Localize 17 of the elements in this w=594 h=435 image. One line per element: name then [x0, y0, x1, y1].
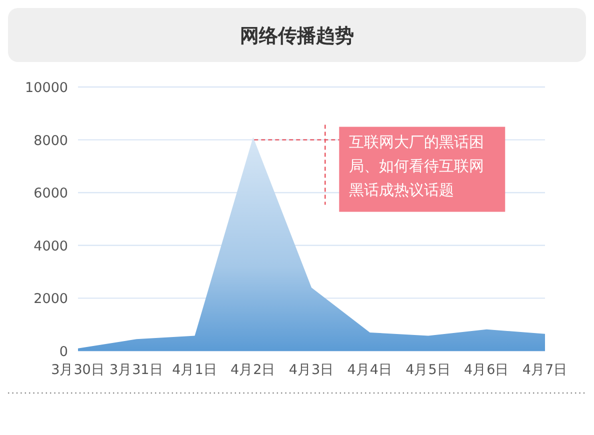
y-tick-label: 2000 — [34, 291, 68, 308]
x-tick-label: 3月30日 — [51, 362, 105, 378]
y-tick-label: 8000 — [34, 132, 68, 149]
chart-title: 网络传播趋势 — [240, 25, 354, 47]
x-tick-label: 4月2日 — [230, 362, 276, 378]
x-tick-label: 4月7日 — [522, 362, 568, 378]
x-tick-label: 4月4日 — [347, 362, 392, 378]
annotation: 互联网大厂的黑话困局、如何看待互联网黑话成热议话题 — [349, 132, 484, 199]
x-tick-label: 4月5日 — [406, 362, 451, 378]
x-tick-label: 4月1日 — [172, 362, 218, 378]
y-tick-label: 0 — [59, 344, 68, 360]
y-tick-label: 6000 — [34, 186, 68, 202]
x-tick-label: 4月3日 — [288, 362, 334, 378]
y-tick-label: 4000 — [34, 238, 68, 254]
x-tick-label: 4月6日 — [464, 362, 510, 378]
x-tick-label: 3月31日 — [109, 362, 164, 378]
y-tick-label: 10000 — [25, 80, 68, 96]
